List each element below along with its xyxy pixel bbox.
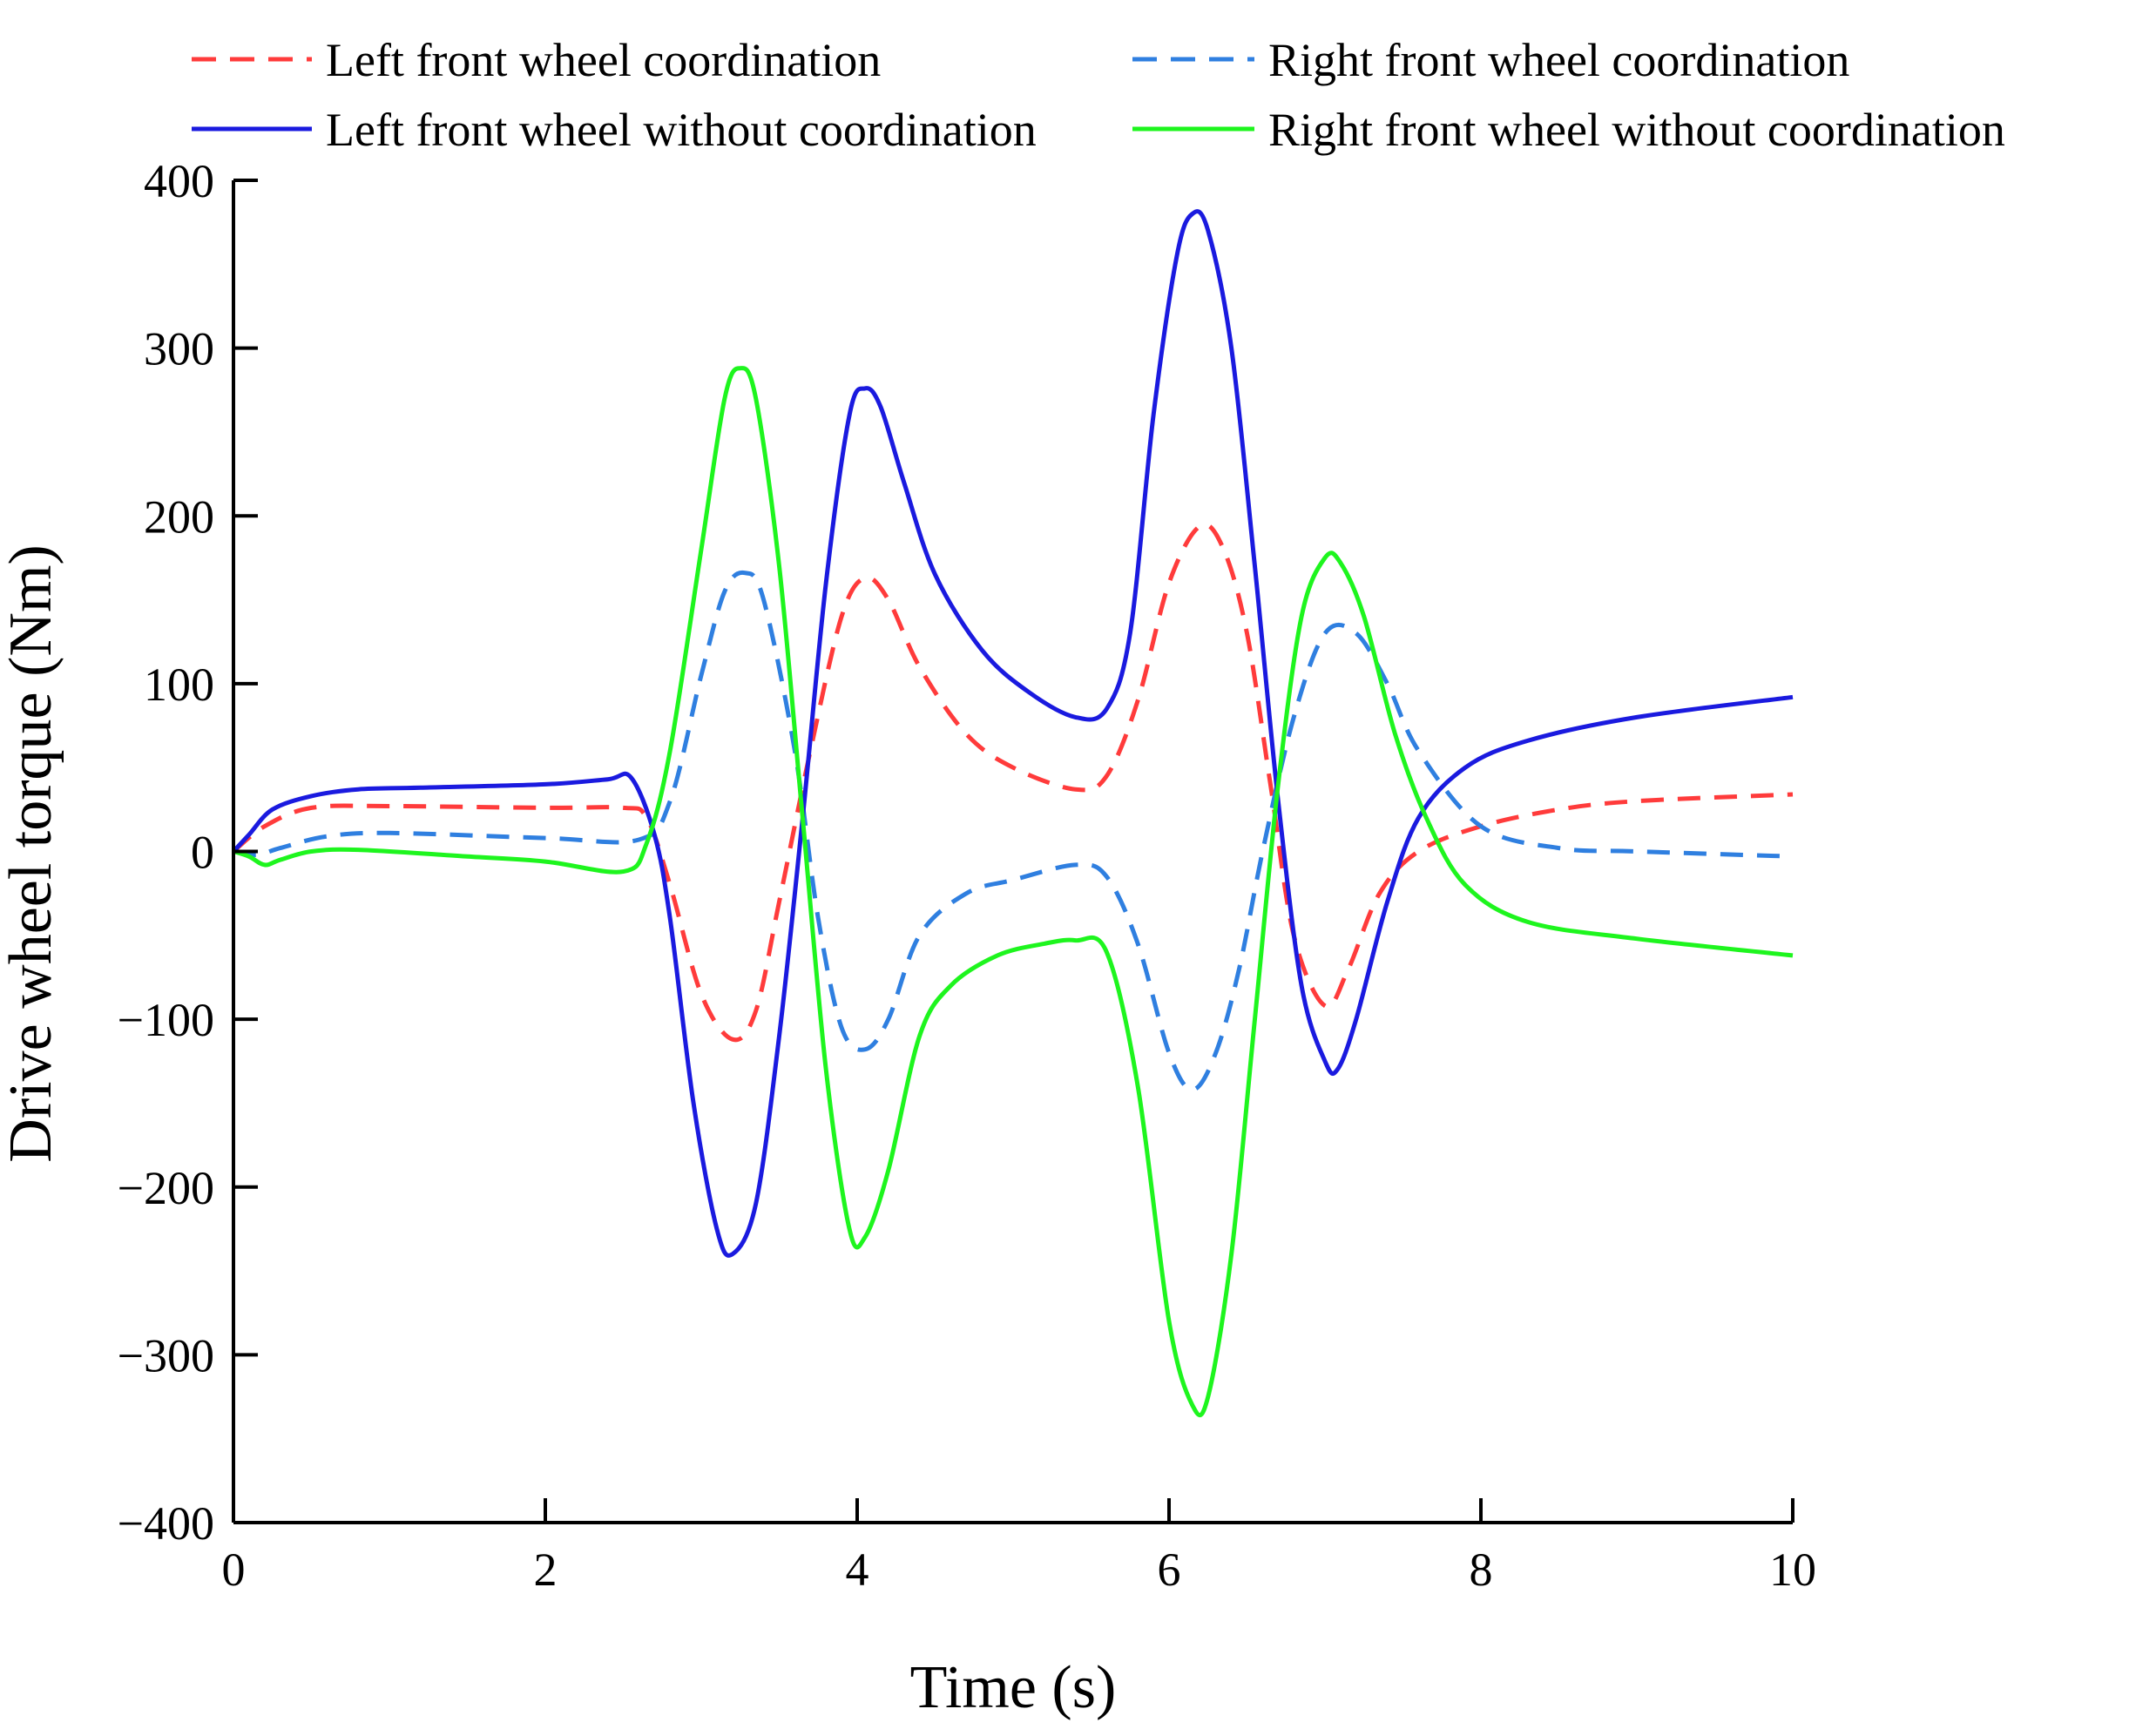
y-tick-label: −300 (118, 1329, 214, 1381)
series-right-front-coordination (233, 570, 1794, 1092)
x-tick-label: 6 (1158, 1543, 1181, 1596)
legend-label-left-front-without-coordination: Left front wheel without coordination (326, 104, 1037, 156)
axes: −400 −300 −200 −100 0 100 200 300 400 0 2 4 6 8 10 (118, 155, 1816, 1596)
series-layer (232, 209, 1794, 1418)
series-left-front-without-coordination (232, 209, 1794, 1258)
series-right-front-without-coordination (233, 366, 1794, 1418)
y-axis-title: Drive wheel torque (Nm) (0, 544, 64, 1162)
legend-label-right-front-without-coordination: Right front wheel without coordination (1268, 104, 2005, 156)
legend-label-right-front-coordination: Right front wheel coordination (1268, 34, 1849, 86)
legend-label-left-front-coordination: Left front wheel coordination (326, 34, 881, 86)
x-tick-label: 0 (222, 1543, 246, 1596)
y-tick-label: −200 (118, 1162, 214, 1214)
x-tick-label: 4 (846, 1543, 869, 1596)
y-tick-label: 100 (144, 659, 214, 711)
y-tick-label: −400 (118, 1497, 214, 1550)
legend: Left front wheel coordination Right fron… (192, 34, 2005, 156)
x-tick-label: 2 (534, 1543, 558, 1596)
y-tick-label: 0 (191, 827, 214, 879)
x-axis-title: Time (s) (910, 1654, 1117, 1721)
y-tick-label: 200 (144, 490, 214, 543)
y-tick-label: 400 (144, 155, 214, 207)
y-tick-label: 300 (144, 323, 214, 375)
x-tick-label: 8 (1470, 1543, 1493, 1596)
y-tick-label: −100 (118, 994, 214, 1046)
x-tick-label: 10 (1769, 1543, 1816, 1596)
series-left-front-coordination (232, 522, 1794, 1043)
